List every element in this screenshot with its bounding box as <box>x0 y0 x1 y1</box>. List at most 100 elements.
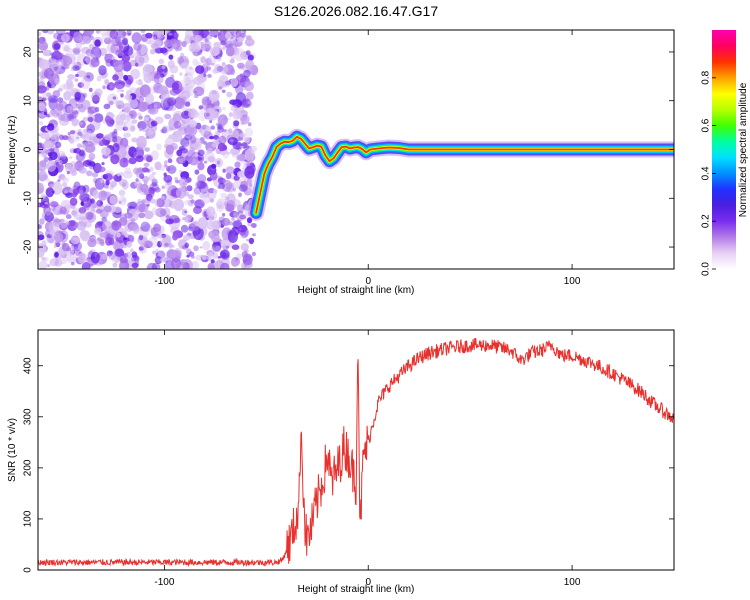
noise-speckle <box>109 30 119 39</box>
noise-speckle <box>87 106 98 114</box>
noise-speckle <box>75 136 80 139</box>
noise-speckle <box>104 79 110 85</box>
noise-speckle <box>137 101 148 112</box>
noise-speckle <box>130 125 136 132</box>
noise-speckle <box>193 245 199 252</box>
noise-speckle <box>219 64 229 75</box>
noise-speckle <box>189 147 195 153</box>
noise-speckle <box>232 108 242 119</box>
noise-speckle <box>195 254 202 261</box>
noise-speckle <box>183 199 190 206</box>
noise-speckle <box>119 109 127 119</box>
noise-speckle <box>87 116 94 123</box>
noise-speckle <box>78 167 87 174</box>
noise-speckle <box>113 128 118 134</box>
noise-speckle <box>123 106 130 113</box>
noise-speckle <box>123 74 129 81</box>
noise-speckle <box>198 110 207 122</box>
noise-speckle <box>122 61 132 72</box>
noise-speckle <box>163 164 168 168</box>
noise-speckle <box>208 156 216 163</box>
noise-speckle <box>218 86 223 90</box>
noise-speckle <box>105 186 110 190</box>
noise-speckle <box>43 139 55 149</box>
noise-speckle <box>158 85 169 96</box>
noise-speckle <box>79 105 86 113</box>
colorbar-tick: 0.8 <box>701 70 716 85</box>
noise-speckle <box>94 39 101 47</box>
noise-speckle <box>45 187 54 198</box>
noise-speckle <box>103 103 111 110</box>
noise-speckle <box>115 114 124 126</box>
noise-speckle <box>190 42 199 49</box>
noise-speckle <box>38 113 42 117</box>
noise-speckle <box>104 134 112 141</box>
noise-speckle <box>204 150 215 162</box>
noise-speckle <box>109 185 114 190</box>
noise-speckle <box>51 109 63 118</box>
noise-speckle <box>221 89 226 94</box>
noise-speckle <box>70 236 81 245</box>
noise-speckle <box>64 190 69 194</box>
noise-speckle <box>208 30 220 38</box>
noise-speckle <box>247 100 252 105</box>
noise-speckle <box>96 133 104 139</box>
noise-speckle <box>56 59 64 68</box>
noise-speckle <box>184 67 195 76</box>
noise-speckle <box>79 230 90 240</box>
noise-speckle <box>96 199 103 207</box>
noise-speckle <box>82 160 91 167</box>
noise-speckle <box>216 198 228 210</box>
snr-y-ticks: 0 100 200 300 400 <box>23 357 674 573</box>
noise-speckle <box>104 115 111 124</box>
noise-speckle <box>206 35 212 40</box>
noise-speckle <box>127 201 137 209</box>
noise-speckle <box>227 229 238 243</box>
noise-speckle <box>241 185 248 193</box>
noise-speckle <box>164 181 170 186</box>
spectrogram-y-tick: -20 <box>23 239 674 254</box>
noise-speckle <box>169 127 173 132</box>
noise-speckle <box>151 171 156 176</box>
noise-speckle <box>146 118 155 129</box>
noise-speckle <box>53 66 58 71</box>
noise-speckle <box>73 62 78 66</box>
noise-speckle <box>233 120 240 127</box>
svg-text:100: 100 <box>564 577 581 588</box>
svg-text:10: 10 <box>23 95 34 107</box>
noise-speckle <box>242 259 247 264</box>
noise-speckle <box>39 218 45 225</box>
noise-speckle <box>111 131 118 139</box>
noise-speckle <box>178 177 188 188</box>
noise-speckle <box>122 126 129 131</box>
noise-speckle <box>68 135 75 144</box>
noise-speckle <box>54 78 61 85</box>
noise-speckle <box>154 248 160 254</box>
noise-speckle <box>138 56 145 64</box>
noise-speckle <box>43 174 48 180</box>
noise-speckle <box>69 130 76 135</box>
noise-speckle <box>135 168 145 179</box>
noise-speckle <box>38 85 47 94</box>
noise-speckle <box>158 58 165 65</box>
noise-speckle <box>65 192 73 198</box>
noise-speckle <box>246 43 251 47</box>
noise-speckle <box>241 98 251 107</box>
noise-speckle <box>156 143 162 151</box>
noise-speckle <box>217 114 228 126</box>
noise-speckle <box>197 162 205 171</box>
noise-speckle <box>135 62 139 67</box>
noise-speckle <box>197 152 201 155</box>
noise-speckle <box>190 255 195 259</box>
noise-speckle <box>181 104 187 112</box>
noise-speckle <box>179 72 183 76</box>
noise-speckle <box>186 125 196 136</box>
noise-speckle <box>224 196 230 201</box>
noise-speckle <box>85 211 94 220</box>
noise-speckle <box>89 119 101 131</box>
noise-speckle <box>79 211 88 221</box>
noise-speckle <box>57 253 69 265</box>
noise-speckle <box>105 180 110 186</box>
noise-speckle <box>193 186 202 195</box>
noise-speckle <box>189 66 193 70</box>
